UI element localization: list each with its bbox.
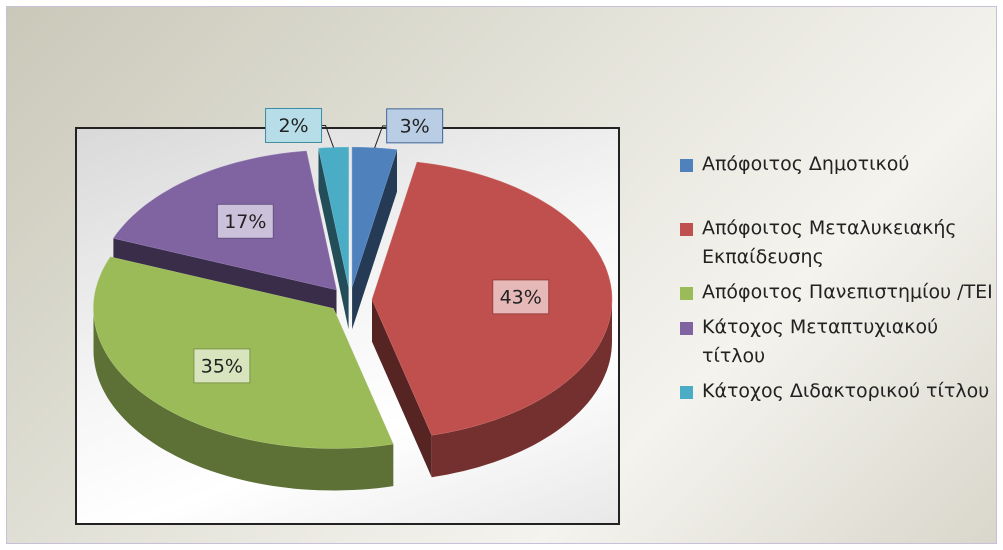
legend-label: Απόφοιτος Πανεπιστημίου /ΤΕΙ	[702, 281, 993, 303]
legend-item: Κάτοχος Μεταπτυχιακού τίτλου	[680, 313, 998, 371]
slice-side	[93, 308, 394, 491]
data-label: 35%	[201, 355, 243, 377]
legend-item: Απόφοιτος Πανεπιστημίου /ΤΕΙ	[680, 278, 998, 307]
legend-label: Απόφοιτος Δημοτικού	[702, 153, 910, 175]
legend-label: Κάτοχος Διδακτορικού τίτλου	[702, 380, 990, 402]
legend-swatch	[680, 223, 693, 236]
legend-item: Απόφοιτος Μεταλυκειακής Εκπαίδευσης	[680, 214, 998, 272]
legend-label: Κάτοχος Μεταπτυχιακού τίτλου	[702, 316, 939, 367]
slice-side	[431, 299, 612, 478]
legend-swatch	[680, 159, 693, 172]
data-label-box	[386, 108, 444, 144]
leader-line	[321, 124, 335, 148]
data-label-box	[492, 279, 550, 315]
slice	[318, 146, 349, 288]
data-label: 43%	[500, 286, 542, 308]
data-label: 3%	[400, 115, 430, 137]
legend: Απόφοιτος Δημοτικού Απόφοιτος Μεταλυκειακ…	[680, 150, 998, 412]
data-label: 17%	[224, 211, 266, 233]
legend-label: Απόφοιτος Μεταλυκειακής Εκπαίδευσης	[702, 217, 957, 268]
data-label-box	[265, 107, 323, 143]
data-label: 2%	[278, 115, 308, 137]
legend-item: Κάτοχος Διδακτορικού τίτλου	[680, 377, 998, 406]
legend-item: Απόφοιτος Δημοτικού	[680, 150, 998, 179]
legend-swatch	[680, 386, 693, 399]
slice-side	[372, 299, 432, 478]
slice-side	[352, 149, 397, 330]
data-label-box	[193, 348, 251, 384]
data-label-box	[216, 203, 274, 239]
slice	[371, 161, 613, 436]
slice-side	[318, 148, 349, 330]
legend-swatch	[680, 322, 693, 335]
leader-line	[374, 125, 387, 149]
legend-swatch	[680, 287, 693, 300]
